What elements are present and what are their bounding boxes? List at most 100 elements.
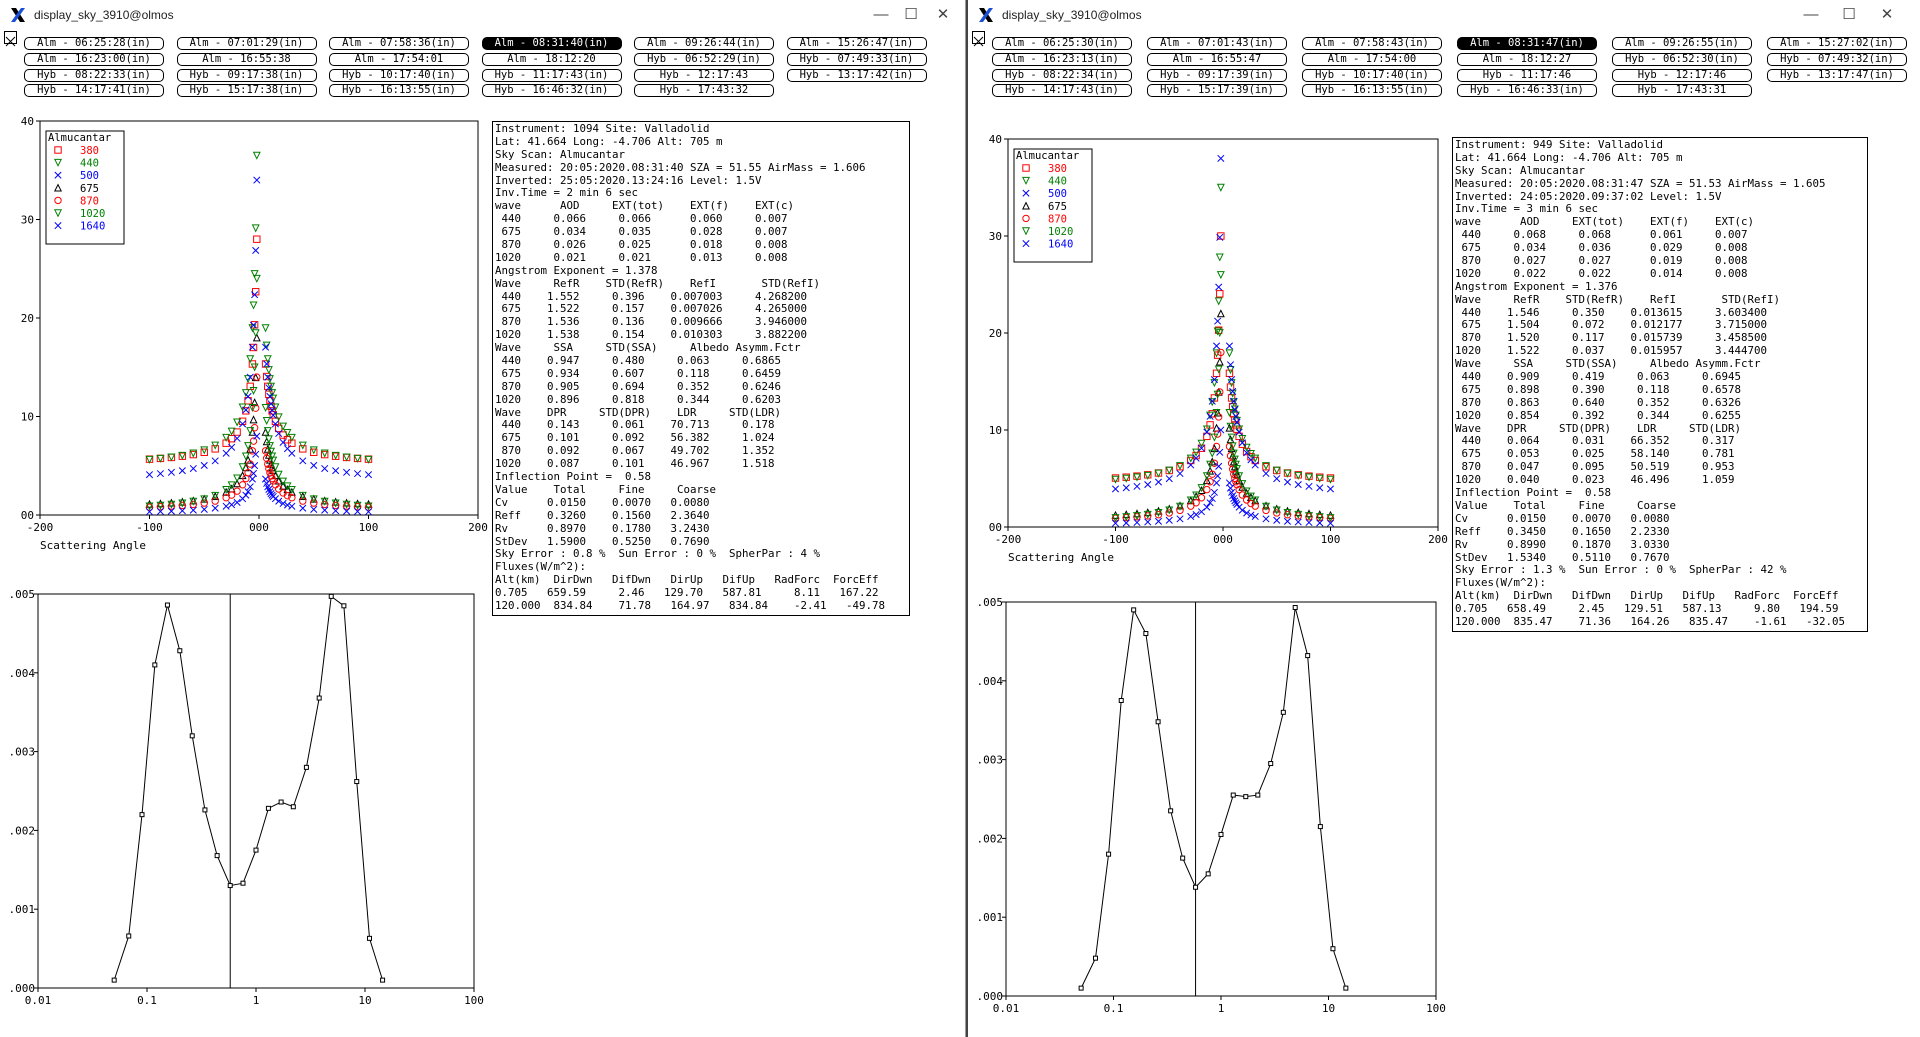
data-point xyxy=(145,508,154,516)
data-point xyxy=(1192,511,1200,519)
scan-button[interactable]: Hyb - 16:13:55(in) xyxy=(1302,84,1442,98)
scan-button[interactable]: Alm - 06:25:30(in) xyxy=(992,37,1132,50)
data-point xyxy=(380,977,386,983)
scan-button[interactable]: Alm - 09:26:55(in) xyxy=(1612,37,1752,50)
size-distribution-chart: 0.01 0.1 1 10 100 .000 .001 .002 .003 .004 .005 xyxy=(977,596,1446,1015)
scan-button[interactable]: Hyb - 13:17:42(in) xyxy=(786,68,927,82)
scan-button[interactable]: Alm - 16:55:38 xyxy=(176,52,317,66)
scan-button[interactable]: Hyb - 11:17:46 xyxy=(1457,68,1597,82)
scan-button[interactable]: Hyb - 17:43:32 xyxy=(634,84,774,98)
scan-button[interactable]: Hyb - 14:17:41(in) xyxy=(24,84,164,98)
data-point xyxy=(1261,502,1271,511)
data-point xyxy=(1208,398,1217,407)
scan-button[interactable]: Alm - 16:23:00(in) xyxy=(24,52,164,66)
data-point xyxy=(1283,506,1292,515)
data-point xyxy=(310,505,318,513)
scan-button[interactable]: Alm - 16:55:47 xyxy=(1147,52,1287,66)
data-point xyxy=(1294,508,1303,517)
scan-button[interactable]: Hyb - 07:49:32(in) xyxy=(1767,52,1907,66)
scan-button[interactable]: Hyb - 06:52:29(in) xyxy=(634,52,774,66)
corner-close-icon[interactable] xyxy=(972,31,985,47)
scan-button[interactable]: Hyb - 17:43:31 xyxy=(1612,84,1752,98)
series-675 xyxy=(145,333,373,508)
scan-button[interactable]: Hyb - 16:13:55(in) xyxy=(329,84,469,98)
data-point xyxy=(238,463,247,472)
data-point xyxy=(1213,408,1222,417)
close-button[interactable]: ✕ xyxy=(1880,6,1894,23)
info-line: 440 0.068 0.068 0.061 0.007 xyxy=(1455,228,1748,242)
data-point xyxy=(244,392,252,401)
scan-button[interactable]: Hyb - 08:22:34(in) xyxy=(992,68,1132,82)
data-point xyxy=(1262,515,1270,523)
data-point xyxy=(152,662,158,668)
scan-button[interactable]: Alm - 06:25:28(in) xyxy=(24,37,164,50)
scan-button[interactable]: Hyb - 12:17:43 xyxy=(634,68,774,82)
scan-button[interactable]: Hyb - 15:17:39(in) xyxy=(1147,84,1287,98)
data-point xyxy=(275,485,283,493)
scan-button[interactable]: Hyb - 10:17:40(in) xyxy=(1302,68,1442,82)
scan-button[interactable]: Alm - 15:26:47(in) xyxy=(786,37,927,50)
legend-label: 870 xyxy=(80,195,99,207)
data-point xyxy=(265,375,274,384)
scan-button[interactable]: Alm - 08:31:47(in) xyxy=(1457,37,1597,50)
maximize-button[interactable]: ☐ xyxy=(1842,6,1856,23)
scan-button[interactable]: Alm - 15:27:02(in) xyxy=(1767,37,1907,50)
data-point xyxy=(1197,494,1206,502)
scan-button[interactable]: Alm - 07:01:29(in) xyxy=(176,37,317,50)
data-point xyxy=(178,467,186,475)
scan-button[interactable]: Hyb - 07:49:33(in) xyxy=(786,52,927,66)
data-point xyxy=(246,373,254,381)
data-point xyxy=(1202,476,1211,485)
minimize-button[interactable]: — xyxy=(1803,6,1819,23)
corner-close-icon[interactable] xyxy=(4,31,17,47)
scan-button[interactable]: Hyb - 09:17:39(in) xyxy=(1147,68,1287,82)
x-tick-label: 10 xyxy=(358,994,371,1007)
data-point xyxy=(1316,473,1324,481)
scan-button[interactable]: Hyb - 12:17:46 xyxy=(1612,68,1752,82)
scan-button[interactable]: Alm - 07:58:43(in) xyxy=(1302,37,1442,50)
scan-button[interactable]: Alm - 08:31:40(in) xyxy=(481,37,622,50)
scan-button[interactable]: Alm - 07:58:36(in) xyxy=(329,37,469,50)
y-tick-label: .001 xyxy=(9,903,36,916)
scan-button[interactable]: Hyb - 10:17:40(in) xyxy=(329,68,469,82)
scan-button[interactable]: Alm - 16:23:13(in) xyxy=(992,52,1132,66)
data-point xyxy=(233,487,241,495)
data-point xyxy=(262,416,271,426)
scan-button[interactable]: Hyb - 13:17:47(in) xyxy=(1767,68,1907,82)
legend-title: Almucantar xyxy=(1016,150,1079,162)
data-point xyxy=(240,880,246,886)
data-point xyxy=(1230,455,1239,464)
scan-button[interactable]: Alm - 18:12:27 xyxy=(1457,52,1597,66)
scan-button[interactable]: Hyb - 16:46:33(in) xyxy=(1457,84,1597,98)
scan-button[interactable]: Alm - 18:12:20 xyxy=(481,52,622,66)
data-point xyxy=(283,491,292,500)
series-870 xyxy=(1111,348,1335,522)
scan-button[interactable]: Hyb - 16:46:32(in) xyxy=(481,84,622,98)
scan-button[interactable]: Hyb - 06:52:30(in) xyxy=(1612,52,1752,66)
title-bar: display_sky_3910@olmos — ☐ ✕ xyxy=(968,0,1920,30)
scan-button[interactable]: Alm - 07:01:43(in) xyxy=(1147,37,1287,50)
data-point xyxy=(264,460,272,468)
data-point xyxy=(178,499,187,508)
scan-button[interactable]: Hyb - 15:17:38(in) xyxy=(176,84,317,98)
data-point xyxy=(332,507,340,515)
data-point xyxy=(1243,449,1251,457)
data-point xyxy=(189,449,198,458)
scan-button[interactable]: Hyb - 14:17:43(in) xyxy=(992,84,1132,98)
close-button[interactable]: ✕ xyxy=(936,6,950,23)
scan-button[interactable]: Alm - 17:54:01 xyxy=(329,52,469,66)
scan-button[interactable]: Hyb - 08:22:33(in) xyxy=(24,68,164,82)
data-point xyxy=(145,471,154,479)
minimize-button[interactable]: — xyxy=(873,6,889,23)
maximize-button[interactable]: ☐ xyxy=(904,6,918,23)
scan-button[interactable]: Hyb - 09:17:38(in) xyxy=(176,68,317,82)
y-tick-label: .000 xyxy=(9,982,36,995)
data-point xyxy=(1215,253,1224,262)
scan-button[interactable]: Alm - 09:26:44(in) xyxy=(634,37,774,50)
data-point xyxy=(1216,183,1225,192)
data-point xyxy=(353,470,362,478)
data-point xyxy=(1283,511,1292,519)
scan-button[interactable]: Hyb - 11:17:43(in) xyxy=(481,68,622,82)
data-point xyxy=(177,648,183,654)
scan-button[interactable]: Alm - 17:54:00 xyxy=(1302,52,1442,66)
